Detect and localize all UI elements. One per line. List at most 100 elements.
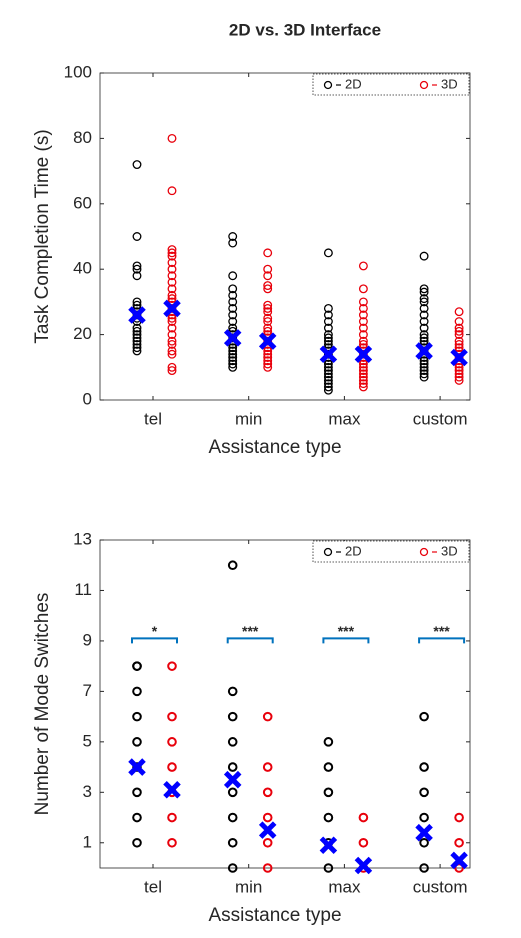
data-point bbox=[358, 375, 368, 385]
data-point bbox=[358, 369, 368, 379]
data-point bbox=[167, 362, 177, 372]
data-point bbox=[419, 294, 429, 304]
axes-box bbox=[99, 72, 471, 401]
data-point bbox=[167, 812, 177, 823]
data-point bbox=[419, 372, 429, 382]
data-point bbox=[419, 863, 429, 873]
data-point bbox=[358, 382, 368, 392]
data-point bbox=[419, 369, 429, 379]
data-point bbox=[263, 300, 273, 310]
y-tick-label: 80 bbox=[73, 128, 92, 147]
data-point bbox=[419, 711, 429, 722]
data-point bbox=[419, 362, 429, 372]
data-point bbox=[323, 333, 333, 343]
y-tick-label: 20 bbox=[73, 324, 92, 343]
data-point bbox=[419, 356, 429, 366]
data-point bbox=[323, 330, 333, 340]
data-point bbox=[167, 346, 177, 356]
y-tick-label: 3 bbox=[83, 782, 92, 801]
data-point bbox=[323, 369, 333, 379]
data-point bbox=[228, 238, 238, 248]
data-point bbox=[323, 787, 334, 798]
data-point bbox=[167, 762, 177, 772]
data-point bbox=[454, 323, 464, 333]
data-point bbox=[262, 863, 273, 873]
data-point bbox=[454, 375, 464, 385]
data-point bbox=[263, 323, 273, 333]
data-point bbox=[454, 372, 464, 382]
data-point bbox=[132, 737, 142, 747]
data-point bbox=[419, 330, 429, 340]
x-tick-label: custom bbox=[413, 409, 468, 428]
axes-box bbox=[99, 539, 471, 869]
data-point bbox=[167, 317, 177, 326]
x-tick-label: max bbox=[328, 409, 361, 428]
data-point bbox=[323, 310, 333, 320]
data-point bbox=[419, 336, 429, 346]
data-point bbox=[454, 339, 464, 349]
data-point bbox=[323, 317, 333, 326]
data-point bbox=[132, 686, 142, 697]
data-point bbox=[132, 661, 142, 671]
data-point bbox=[419, 787, 429, 798]
data-point bbox=[167, 251, 177, 261]
data-point bbox=[454, 837, 464, 848]
data-point bbox=[263, 313, 273, 323]
data-point bbox=[454, 326, 464, 336]
data-point bbox=[132, 326, 142, 336]
data-point bbox=[263, 349, 273, 359]
data-point bbox=[132, 160, 142, 170]
data-point bbox=[228, 353, 238, 362]
data-point bbox=[454, 812, 464, 823]
significance-label: * bbox=[152, 623, 158, 639]
x-tick-label: tel bbox=[144, 409, 162, 428]
data-point bbox=[419, 346, 429, 356]
data-point bbox=[263, 359, 273, 369]
data-point bbox=[228, 323, 238, 333]
data-point bbox=[323, 366, 333, 376]
legend-marker bbox=[419, 80, 429, 90]
data-point bbox=[132, 787, 142, 798]
data-point bbox=[167, 294, 177, 304]
data-point bbox=[167, 290, 177, 300]
data-point bbox=[228, 356, 238, 366]
data-point bbox=[358, 359, 368, 369]
mean-marker bbox=[415, 342, 433, 360]
mean-marker bbox=[319, 345, 338, 363]
significance-bracket bbox=[322, 637, 370, 644]
data-point bbox=[262, 812, 273, 823]
data-point bbox=[419, 762, 429, 772]
data-point bbox=[167, 349, 177, 359]
y-tick-label: 7 bbox=[83, 681, 92, 700]
data-point bbox=[263, 303, 273, 313]
data-point bbox=[263, 248, 273, 258]
y-tick-label: 5 bbox=[83, 731, 92, 750]
data-point bbox=[263, 353, 273, 362]
data-point bbox=[227, 686, 238, 697]
data-point bbox=[228, 284, 238, 294]
data-point bbox=[227, 737, 238, 747]
x-axis-label: Assistance type bbox=[208, 437, 341, 458]
data-point bbox=[454, 362, 464, 372]
data-point bbox=[323, 385, 333, 395]
data-point bbox=[419, 359, 429, 369]
data-point bbox=[358, 310, 368, 320]
data-point bbox=[263, 307, 273, 317]
mean-marker bbox=[223, 770, 242, 789]
data-point bbox=[419, 317, 429, 326]
y-axis-label: Task Completion Time (s) bbox=[32, 129, 53, 343]
data-point bbox=[228, 343, 238, 353]
data-point bbox=[167, 245, 177, 255]
data-point bbox=[132, 346, 142, 356]
data-point bbox=[323, 812, 334, 823]
data-point bbox=[132, 330, 142, 340]
data-point bbox=[263, 264, 273, 274]
significance-label: *** bbox=[242, 623, 259, 639]
data-point bbox=[167, 323, 177, 333]
data-point bbox=[227, 837, 238, 848]
data-point bbox=[167, 837, 177, 848]
mean-marker bbox=[258, 332, 277, 350]
mean-marker bbox=[128, 306, 146, 324]
data-point bbox=[454, 307, 464, 317]
data-point bbox=[228, 271, 238, 281]
